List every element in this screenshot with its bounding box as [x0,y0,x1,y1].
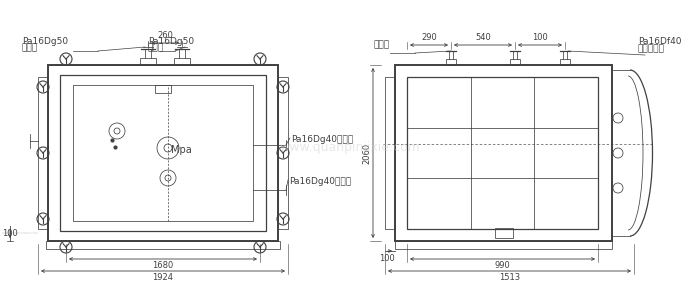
Bar [395,65,612,241]
Text: Pa16Df40: Pa16Df40 [638,37,682,46]
Bar [46,241,280,249]
Bar [155,85,171,93]
Text: 540: 540 [475,33,491,42]
Bar [174,58,190,65]
Text: 1513: 1513 [499,273,520,282]
Bar [494,228,512,238]
Bar [395,241,612,249]
Text: 100: 100 [532,33,548,42]
Bar [60,75,266,231]
Text: 2060: 2060 [362,142,371,163]
Bar [38,77,48,229]
Bar [407,77,598,229]
Text: 100: 100 [2,229,18,238]
Text: 1680: 1680 [153,261,174,270]
Bar [446,59,456,65]
Bar [560,59,570,65]
Text: 安全阀: 安全阀 [374,40,390,49]
Bar [73,85,253,221]
Bar [48,65,278,241]
Bar [510,59,520,65]
Text: Pa16Dg40疏水口: Pa16Dg40疏水口 [289,176,351,185]
Text: Pa16Dg50: Pa16Dg50 [148,37,194,46]
Text: Pa16Dg40排污口: Pa16Dg40排污口 [291,134,353,144]
Bar [140,58,156,65]
Text: 100: 100 [379,254,395,263]
Bar [385,77,395,229]
Text: www.quanpinjixie.com: www.quanpinjixie.com [279,142,421,154]
Bar [278,77,288,229]
Text: 消毒口: 消毒口 [148,43,164,52]
Text: 990: 990 [495,261,510,270]
Text: 蒸汽进气口: 蒸汽进气口 [638,44,665,53]
Text: 排气口: 排气口 [22,43,38,52]
Text: 260: 260 [157,31,173,40]
Text: Mpa: Mpa [171,145,192,155]
Text: 290: 290 [421,33,437,42]
Text: Pa16Dg50: Pa16Dg50 [22,37,68,46]
Text: 1924: 1924 [153,273,174,282]
